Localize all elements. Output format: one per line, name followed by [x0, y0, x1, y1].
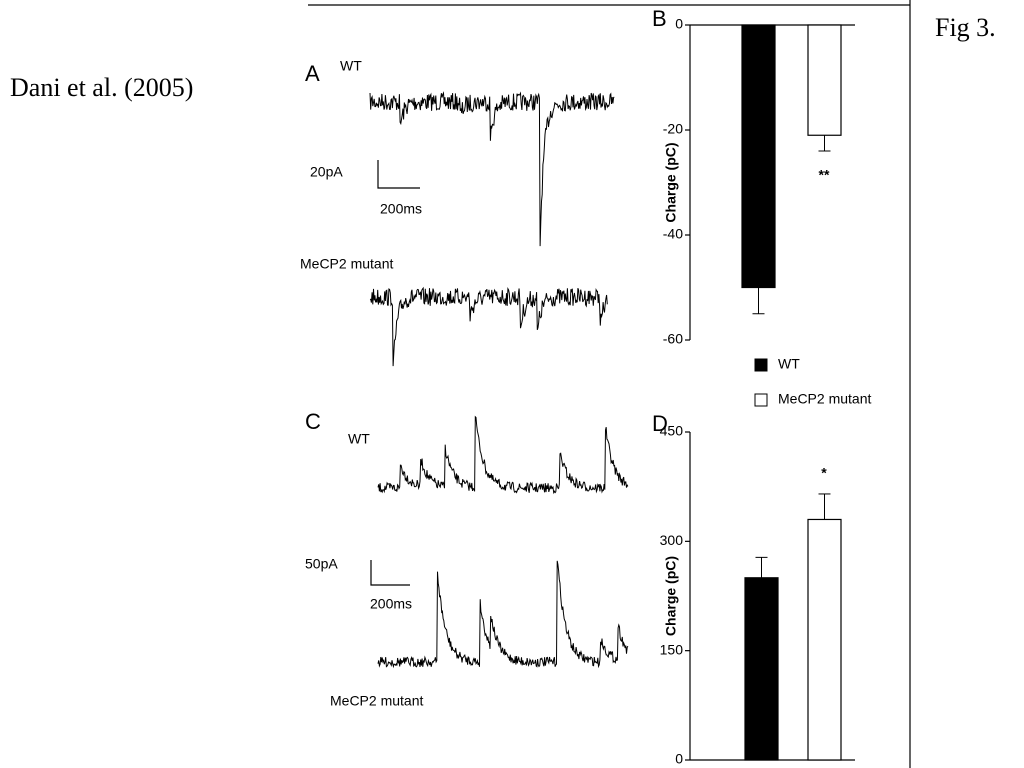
scale-bar: [370, 560, 410, 586]
scale-label: 50pA: [305, 556, 338, 572]
recording-trace: [377, 560, 629, 669]
bar: [807, 24, 842, 136]
panel-label: B: [652, 6, 667, 31]
recording-trace: [369, 286, 608, 367]
y-tick-label: 150: [660, 641, 684, 657]
legend-swatch: [754, 393, 768, 407]
citation: Dani et al. (2005): [10, 73, 193, 102]
panel-label: D: [652, 411, 668, 436]
bar: [741, 24, 776, 289]
y-tick-label: -60: [663, 331, 683, 347]
y-tick-label: 0: [675, 751, 683, 767]
recording-trace: [369, 91, 615, 247]
scale-bar: [377, 160, 420, 189]
figure-label: Fig 3.: [935, 13, 996, 42]
trace-label: MeCP2 mutant: [300, 256, 393, 272]
y-tick-label: 300: [660, 532, 684, 548]
y-axis-label: Charge (pC): [663, 142, 679, 222]
scale-label: 200ms: [380, 201, 422, 217]
panel-label: C: [305, 409, 321, 434]
y-tick-label: 450: [660, 423, 684, 439]
scale-label: 20pA: [310, 164, 343, 180]
legend-swatch: [754, 358, 768, 372]
legend-label: MeCP2 mutant: [778, 391, 871, 407]
scale-label: 200ms: [370, 596, 412, 612]
recording-trace: [377, 415, 629, 495]
y-tick-label: -40: [663, 226, 683, 242]
trace-label: WT: [348, 431, 370, 447]
bar: [744, 577, 779, 761]
bar: [807, 518, 842, 761]
y-tick-label: -20: [663, 121, 683, 137]
annotation: **: [819, 167, 830, 183]
legend-label: WT: [778, 356, 800, 372]
trace-label: WT: [340, 58, 362, 74]
annotation: *: [821, 465, 827, 481]
trace-label: MeCP2 mutant: [330, 693, 423, 709]
y-tick-label: 0: [675, 16, 683, 32]
panel-label: A: [305, 61, 320, 86]
y-axis-label: Charge (pC): [663, 556, 679, 636]
